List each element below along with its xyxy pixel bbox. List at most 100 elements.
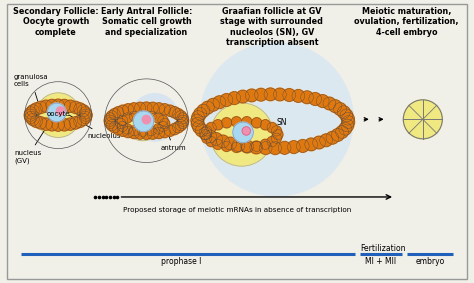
Ellipse shape xyxy=(146,111,156,121)
Ellipse shape xyxy=(201,101,214,114)
Ellipse shape xyxy=(221,141,232,151)
Ellipse shape xyxy=(334,103,346,115)
Ellipse shape xyxy=(74,115,86,127)
Ellipse shape xyxy=(147,128,158,139)
Ellipse shape xyxy=(301,91,313,104)
Text: nucleolus: nucleolus xyxy=(69,115,121,139)
Ellipse shape xyxy=(340,109,353,122)
Ellipse shape xyxy=(207,98,219,111)
Ellipse shape xyxy=(159,127,170,138)
Ellipse shape xyxy=(142,115,151,124)
Ellipse shape xyxy=(24,109,36,121)
Ellipse shape xyxy=(252,118,262,128)
Ellipse shape xyxy=(153,113,164,123)
Ellipse shape xyxy=(36,93,81,138)
Ellipse shape xyxy=(210,103,273,166)
Ellipse shape xyxy=(58,119,71,131)
Ellipse shape xyxy=(128,127,139,139)
Ellipse shape xyxy=(79,111,91,123)
Ellipse shape xyxy=(337,106,350,119)
Ellipse shape xyxy=(169,107,180,118)
Ellipse shape xyxy=(213,96,226,109)
Ellipse shape xyxy=(69,101,82,113)
Ellipse shape xyxy=(316,95,329,108)
Ellipse shape xyxy=(255,88,267,101)
Ellipse shape xyxy=(331,128,344,141)
Text: antrum: antrum xyxy=(160,119,186,151)
Ellipse shape xyxy=(197,104,210,117)
Ellipse shape xyxy=(52,99,64,111)
Ellipse shape xyxy=(242,142,252,153)
Text: MI + MII: MI + MII xyxy=(365,257,397,266)
Ellipse shape xyxy=(342,116,355,128)
Ellipse shape xyxy=(273,88,286,101)
Ellipse shape xyxy=(135,128,146,139)
Ellipse shape xyxy=(146,126,156,136)
Ellipse shape xyxy=(105,117,116,128)
Ellipse shape xyxy=(177,115,189,126)
Text: prophase I: prophase I xyxy=(161,257,201,266)
Ellipse shape xyxy=(320,134,333,147)
Ellipse shape xyxy=(153,124,164,134)
Ellipse shape xyxy=(128,103,139,114)
Ellipse shape xyxy=(106,111,118,122)
Ellipse shape xyxy=(173,109,184,120)
Ellipse shape xyxy=(175,111,187,122)
Ellipse shape xyxy=(113,123,124,135)
Ellipse shape xyxy=(117,125,128,136)
Ellipse shape xyxy=(158,121,168,132)
Ellipse shape xyxy=(204,130,217,143)
Ellipse shape xyxy=(217,135,229,148)
Ellipse shape xyxy=(194,107,207,120)
Ellipse shape xyxy=(250,141,263,154)
Ellipse shape xyxy=(169,123,180,135)
Ellipse shape xyxy=(271,133,282,143)
Ellipse shape xyxy=(104,115,115,126)
Ellipse shape xyxy=(147,102,158,113)
Ellipse shape xyxy=(309,93,321,105)
Ellipse shape xyxy=(220,94,233,106)
Ellipse shape xyxy=(27,105,39,117)
Ellipse shape xyxy=(131,94,179,141)
Ellipse shape xyxy=(241,140,254,153)
Ellipse shape xyxy=(105,113,116,124)
Ellipse shape xyxy=(30,103,43,115)
Ellipse shape xyxy=(175,119,187,131)
Ellipse shape xyxy=(313,136,326,149)
Ellipse shape xyxy=(206,136,216,147)
Ellipse shape xyxy=(158,115,168,126)
Text: oocyte: oocyte xyxy=(46,111,70,117)
Ellipse shape xyxy=(129,111,139,121)
Ellipse shape xyxy=(69,117,82,129)
Ellipse shape xyxy=(116,118,126,128)
Ellipse shape xyxy=(292,89,305,102)
Text: granulosa
cells: granulosa cells xyxy=(14,74,49,107)
Ellipse shape xyxy=(141,128,152,140)
Ellipse shape xyxy=(305,138,318,151)
Ellipse shape xyxy=(267,123,277,133)
Ellipse shape xyxy=(137,126,148,136)
Ellipse shape xyxy=(154,127,164,139)
Ellipse shape xyxy=(118,121,128,132)
Ellipse shape xyxy=(342,112,354,125)
Ellipse shape xyxy=(52,119,64,131)
Ellipse shape xyxy=(35,117,47,129)
Ellipse shape xyxy=(46,99,58,112)
Ellipse shape xyxy=(122,124,132,134)
Ellipse shape xyxy=(159,104,170,115)
Ellipse shape xyxy=(209,98,279,169)
Ellipse shape xyxy=(341,119,354,132)
Ellipse shape xyxy=(27,113,39,126)
Ellipse shape xyxy=(232,139,245,152)
Ellipse shape xyxy=(278,142,291,154)
Ellipse shape xyxy=(141,102,152,113)
Ellipse shape xyxy=(46,119,58,131)
Ellipse shape xyxy=(326,131,339,144)
Ellipse shape xyxy=(25,111,37,123)
Ellipse shape xyxy=(403,100,442,139)
Ellipse shape xyxy=(213,120,223,130)
Ellipse shape xyxy=(126,106,160,141)
Ellipse shape xyxy=(109,109,120,120)
Text: Meiotic maturation,
ovulation, fertilization,
4-cell embryo: Meiotic maturation, ovulation, fertiliza… xyxy=(354,7,459,37)
Ellipse shape xyxy=(117,105,128,116)
